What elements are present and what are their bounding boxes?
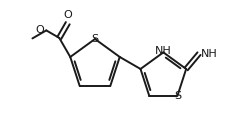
Text: O: O <box>63 10 72 20</box>
Text: NH: NH <box>201 49 218 59</box>
Text: O: O <box>36 25 44 35</box>
Text: S: S <box>174 91 181 101</box>
Text: S: S <box>91 34 98 44</box>
Text: NH: NH <box>155 46 172 56</box>
